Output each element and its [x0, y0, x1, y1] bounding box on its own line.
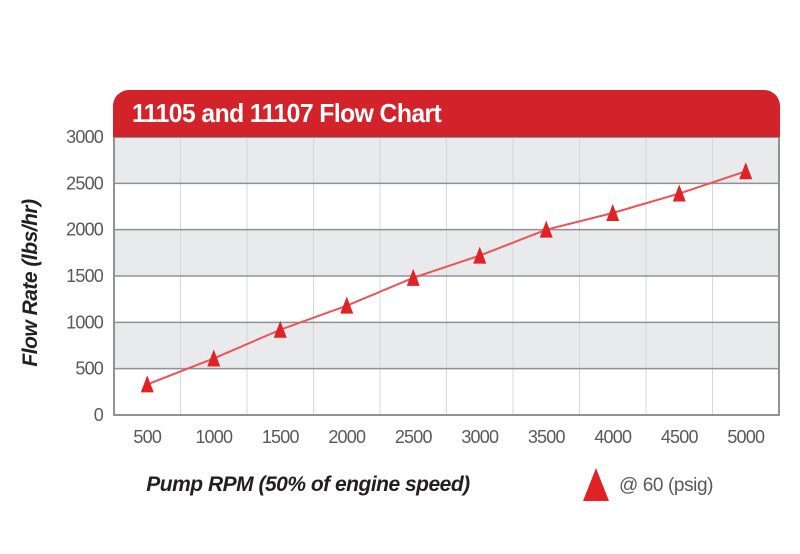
data-point-marker — [140, 375, 154, 393]
y-tick-label: 1000 — [66, 312, 104, 332]
x-tick-label: 500 — [133, 427, 161, 447]
data-point-marker — [739, 162, 753, 180]
y-tick-label: 1500 — [66, 266, 104, 286]
x-tick-label: 2000 — [328, 427, 366, 447]
x-tick-label: 3500 — [528, 427, 566, 447]
x-tick-label: 1500 — [262, 427, 300, 447]
legend-label: @ 60 (psig) — [619, 475, 714, 496]
y-tick-label: 2000 — [66, 220, 104, 240]
data-point-marker — [273, 320, 287, 338]
x-tick-label: 4500 — [661, 427, 699, 447]
x-tick-label: 2500 — [395, 427, 433, 447]
data-line — [146, 170, 747, 386]
x-tick-label: 5000 — [727, 427, 765, 447]
data-point-marker — [539, 220, 553, 238]
x-tick-label: 3000 — [461, 427, 499, 447]
data-point-marker — [340, 296, 354, 314]
y-tick-label: 0 — [94, 405, 104, 425]
x-tick-label: 4000 — [594, 427, 632, 447]
data-point-marker — [406, 268, 420, 286]
chart-title-banner: 11105 and 11107 Flow Chart — [113, 90, 780, 137]
data-point-marker — [606, 203, 620, 221]
data-point-marker — [473, 246, 487, 264]
plot-border — [113, 136, 780, 416]
y-tick-label: 500 — [75, 359, 103, 379]
data-point-marker — [207, 349, 221, 367]
legend-triangle-marker-icon — [583, 468, 609, 501]
x-axis-title: Pump RPM (50% of engine speed) — [146, 473, 470, 496]
y-axis-title: Flow Rate (lbs/hr) — [19, 199, 42, 367]
y-tick-label: 2500 — [66, 173, 104, 193]
y-tick-label: 3000 — [66, 127, 104, 147]
chart-title: 11105 and 11107 Flow Chart — [132, 98, 442, 128]
data-point-marker — [672, 184, 686, 202]
legend: @ 60 (psig) — [583, 468, 713, 501]
x-tick-label: 1000 — [195, 427, 233, 447]
